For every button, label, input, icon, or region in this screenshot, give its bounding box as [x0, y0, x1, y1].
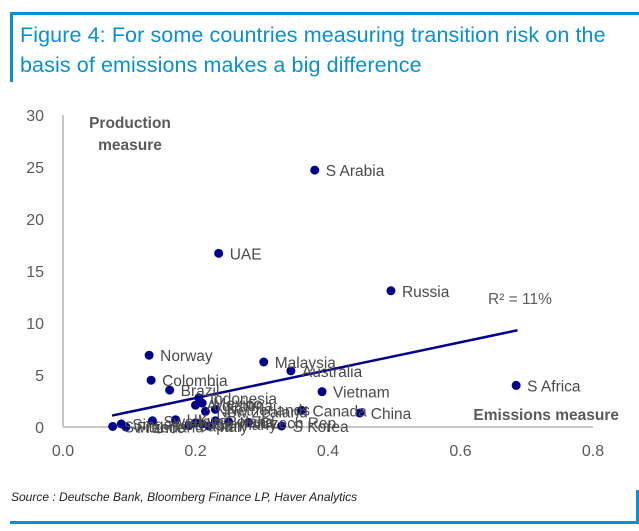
figure-title: Figure 4: For some countries measuring t…	[20, 23, 606, 77]
data-point	[144, 350, 154, 360]
data-point	[184, 420, 194, 430]
data-point	[200, 406, 210, 416]
data-point	[146, 375, 156, 385]
y-tick-label: 0	[35, 420, 44, 437]
x-tick-label: 0.2	[184, 443, 206, 460]
point-label: S Korea	[293, 419, 349, 436]
point-label: Czech Rep	[260, 415, 337, 432]
point-label: Italy	[220, 419, 249, 436]
data-point	[171, 415, 181, 425]
point-label: Vietnam	[333, 385, 390, 402]
point-label: UAE	[230, 246, 262, 263]
data-point	[297, 405, 306, 415]
point-label: Netherlands	[226, 402, 310, 419]
data-point	[147, 416, 157, 426]
x-axis-title: Emissions measure	[473, 407, 619, 424]
frame-left-border	[10, 12, 13, 82]
point-label: S Africa	[527, 378, 581, 395]
data-points	[108, 165, 521, 432]
x-tick-labels: 0.0 0.2 0.4 0.6 0.8	[52, 443, 604, 460]
x-tick-label: 0.0	[52, 443, 74, 460]
point-label: UK	[187, 413, 209, 430]
y-axis-title-line2: measure	[98, 137, 162, 154]
data-point	[121, 422, 131, 432]
point-label: Malaysia	[275, 355, 337, 372]
point-label: Australia	[302, 364, 363, 381]
point-label: Brazil	[181, 383, 220, 400]
data-point	[511, 380, 521, 390]
point-label: Poland	[226, 414, 274, 431]
data-point	[204, 421, 214, 431]
point-label: China	[371, 406, 412, 423]
data-point	[165, 385, 175, 395]
source-note: Source : Deutsche Bank, Bloomberg Financ…	[11, 490, 358, 504]
y-tick-labels: 0 5 10 15 20 25 30	[26, 108, 44, 437]
data-point	[214, 248, 224, 258]
data-point	[277, 421, 287, 431]
x-tick-label: 0.8	[582, 443, 604, 460]
point-label: US	[207, 416, 229, 433]
data-point	[191, 400, 200, 410]
point-label: Argentina	[207, 398, 274, 415]
point-label: India	[240, 415, 274, 432]
point-label: Germany	[213, 417, 277, 434]
data-point	[259, 357, 269, 367]
point-label: Norway	[160, 348, 213, 365]
point-label: Indonesia	[210, 391, 278, 408]
point-label: Colombia	[162, 373, 228, 390]
x-tick-label: 0.4	[317, 443, 339, 460]
frame-top-border	[10, 12, 639, 15]
point-label: France	[137, 420, 185, 437]
y-axis-title-line1: Production	[89, 115, 171, 132]
point-label: Mexico	[213, 396, 262, 413]
point-labels: S Arabia UAE Russia S Africa Norway Colombia M…	[124, 163, 581, 437]
trend-line	[111, 329, 518, 417]
data-point	[244, 417, 253, 427]
frame-bottom-border	[10, 521, 639, 524]
y-tick-label: 10	[26, 316, 44, 333]
point-label: Switzerland	[124, 419, 204, 436]
r-squared-annotation: R² = 11%	[488, 291, 552, 308]
data-point	[355, 408, 365, 418]
point-label: S Arabia	[326, 163, 385, 180]
y-tick-label: 20	[26, 212, 44, 229]
y-tick-label: 30	[26, 108, 44, 125]
y-tick-label: 25	[26, 160, 44, 177]
point-label: Sweden	[163, 414, 219, 431]
point-label: New Zealand	[216, 404, 307, 421]
data-point	[224, 417, 234, 427]
data-point	[286, 366, 296, 376]
frame-right-border	[636, 490, 639, 524]
data-point	[386, 286, 396, 296]
x-tick-label: 0.6	[449, 443, 471, 460]
data-point	[210, 404, 220, 414]
point-label: Japan	[200, 418, 242, 435]
y-tick-label: 5	[35, 368, 44, 385]
y-tick-label: 15	[26, 264, 44, 281]
point-label: Singapore	[132, 417, 203, 434]
data-point	[210, 416, 220, 426]
data-point	[310, 165, 320, 175]
data-point	[317, 387, 327, 397]
point-label: Canada	[313, 403, 368, 420]
data-point	[108, 421, 118, 431]
point-label: Russia	[402, 284, 450, 301]
